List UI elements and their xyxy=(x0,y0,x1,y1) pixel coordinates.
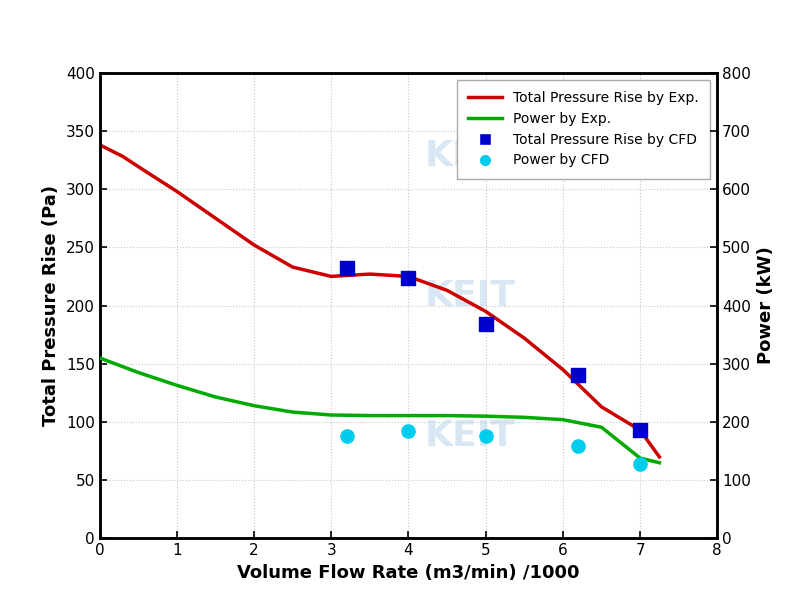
Point xyxy=(572,370,585,380)
Point xyxy=(572,442,585,451)
Text: KEIT: KEIT xyxy=(425,280,516,313)
Point xyxy=(479,319,492,329)
Point xyxy=(340,263,353,273)
Point xyxy=(634,460,646,469)
Text: KEIT: KEIT xyxy=(425,140,516,174)
Point xyxy=(402,426,414,436)
Y-axis label: Total Pressure Rise (Pa): Total Pressure Rise (Pa) xyxy=(42,185,61,426)
Legend: Total Pressure Rise by Exp., Power by Exp., Total Pressure Rise by CFD, Power by: Total Pressure Rise by Exp., Power by Ex… xyxy=(457,79,710,178)
Point xyxy=(479,431,492,441)
X-axis label: Volume Flow Rate (m3/min) /1000: Volume Flow Rate (m3/min) /1000 xyxy=(238,564,579,582)
Text: KEIT: KEIT xyxy=(425,419,516,453)
Point xyxy=(340,431,353,441)
Y-axis label: Power (kW): Power (kW) xyxy=(756,247,775,364)
Point xyxy=(402,273,414,283)
Point xyxy=(634,425,646,435)
